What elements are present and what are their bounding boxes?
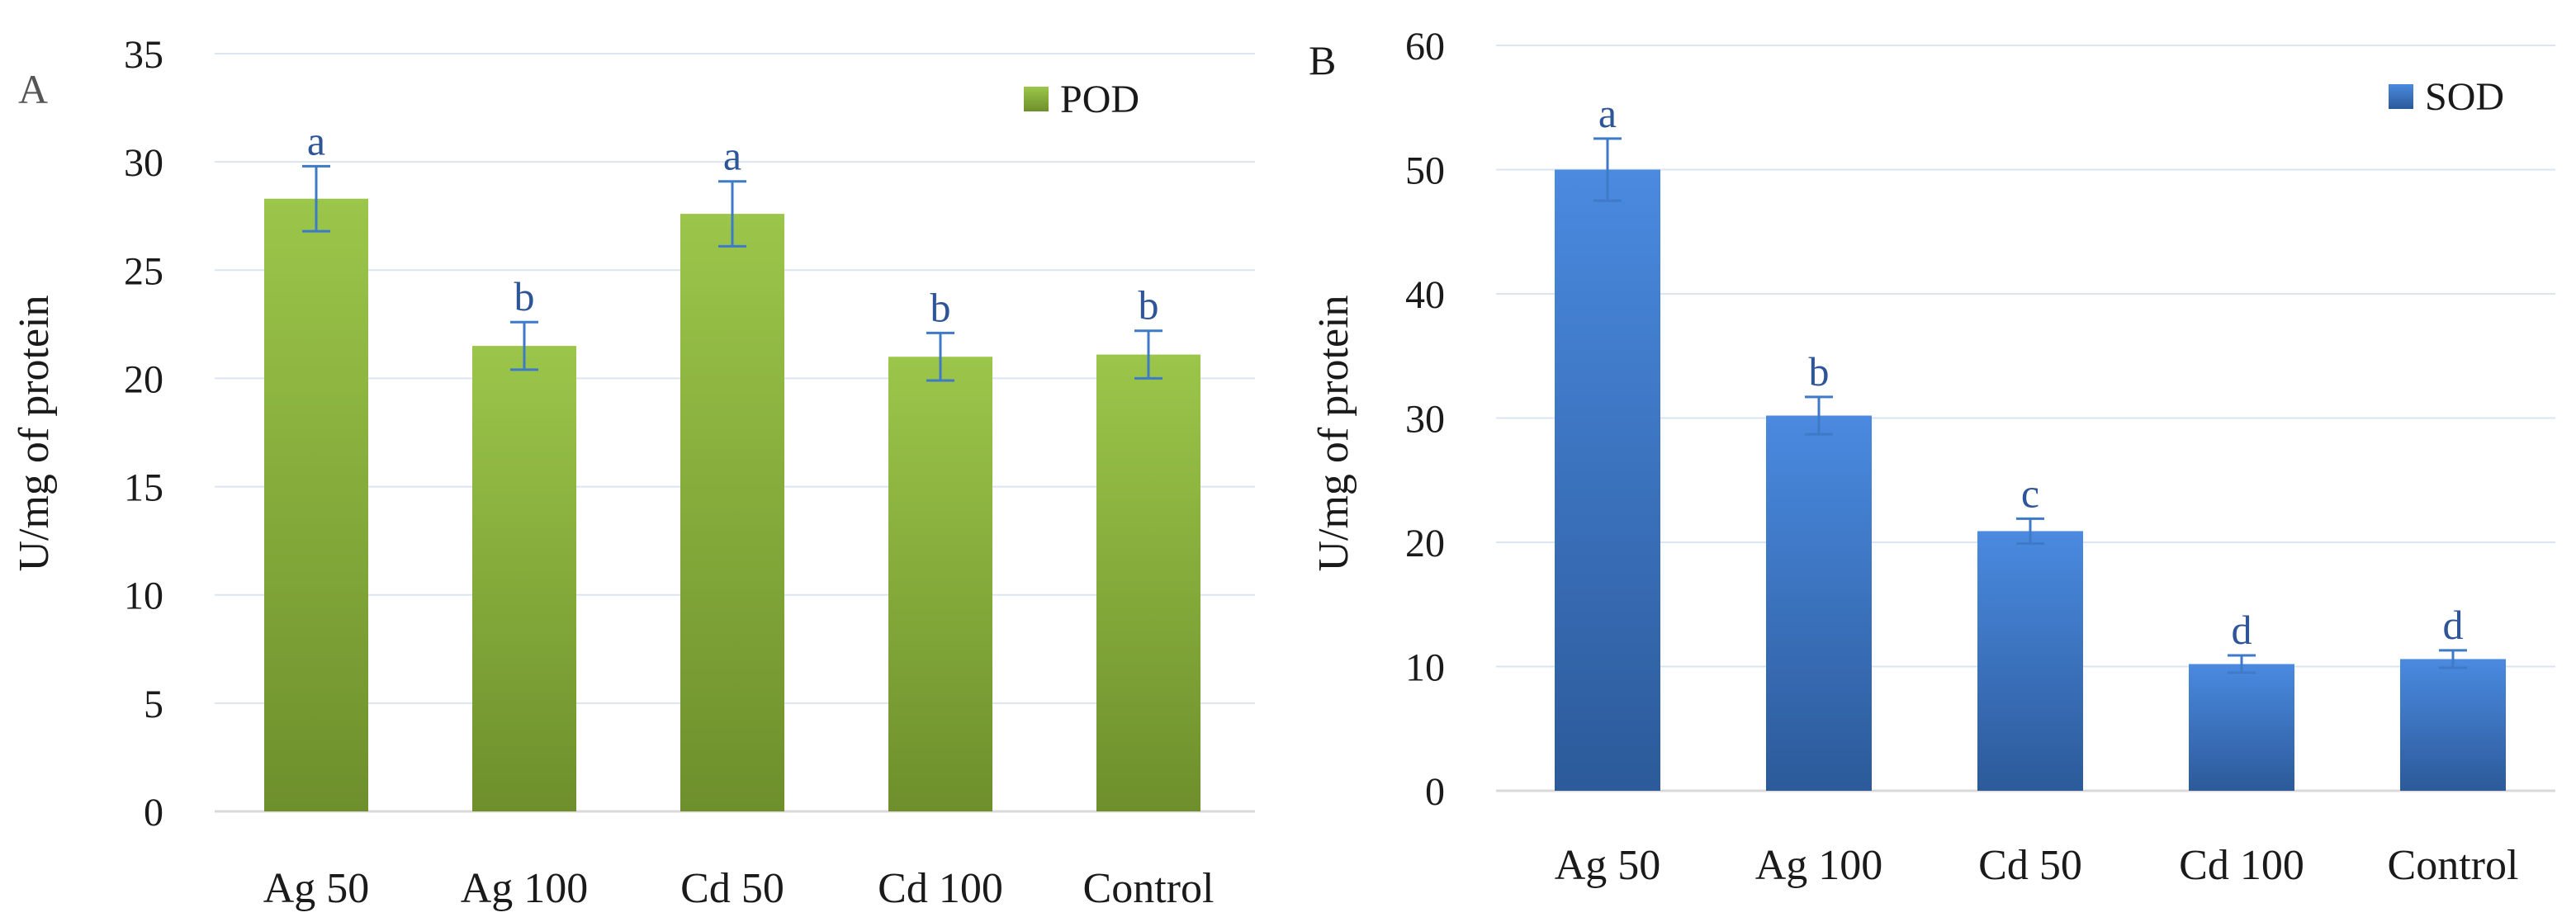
panel-b: 0 10 20 30 40 50 60 B U/mg of protein SOD a Ag … — [1309, 25, 2555, 889]
legend-b: SOD — [2389, 75, 2504, 119]
legend-label-pod: POD — [1060, 78, 1139, 121]
significance-letter: d — [2232, 607, 2252, 653]
y-tick-label: 5 — [144, 683, 163, 726]
y-tick-label: 0 — [144, 791, 163, 835]
legend-swatch-sod — [2389, 84, 2413, 109]
category-label: Cd 50 — [1978, 842, 2082, 889]
y-tick-label: 15 — [124, 466, 163, 510]
y-tick-label: 35 — [124, 33, 163, 77]
significance-letter: a — [723, 133, 741, 179]
error-bar — [2228, 654, 2256, 674]
bar-ag-100 — [1766, 415, 1872, 791]
y-tick-label: 30 — [124, 141, 163, 185]
error-bar — [1805, 395, 1833, 436]
y-tick-label: 20 — [1405, 522, 1445, 565]
panel-label-b: B — [1309, 37, 1336, 83]
y-tick-label: 20 — [124, 357, 163, 401]
category-label: Ag 100 — [461, 865, 589, 912]
panel-label-a: A — [18, 66, 48, 112]
bar-control — [2400, 659, 2506, 791]
significance-letter: a — [307, 117, 325, 163]
bar-ag-50 — [1555, 169, 1660, 791]
error-bar — [1593, 137, 1622, 202]
y-tick-label: 10 — [124, 574, 163, 618]
y-tick-label: 0 — [1425, 770, 1445, 814]
error-bar — [926, 331, 954, 382]
category-label: Ag 100 — [1755, 842, 1883, 889]
bar-control — [1096, 354, 1200, 811]
error-bar — [510, 320, 538, 371]
bar-cd-100 — [888, 357, 992, 811]
panel-a: 0 5 10 15 20 25 30 35 A U/mg of protein POD a Ag… — [11, 33, 1255, 912]
bar-cd-50 — [680, 214, 784, 811]
category-label: Control — [1083, 865, 1215, 912]
bar-ag-50 — [264, 198, 368, 811]
category-label: Cd 100 — [2179, 842, 2304, 889]
y-axis-label-a: U/mg of protein — [11, 295, 58, 571]
bar-cd-100 — [2189, 664, 2294, 791]
category-label: Cd 100 — [878, 865, 1003, 912]
y-tick-label: 30 — [1405, 398, 1445, 442]
category-label: Ag 50 — [1555, 842, 1661, 889]
significance-letter: d — [2443, 602, 2464, 648]
y-tick-label: 10 — [1405, 646, 1445, 690]
y-tick-label: 40 — [1405, 273, 1445, 317]
significance-letter: c — [2021, 470, 2039, 516]
bar-ag-100 — [472, 346, 576, 812]
y-tick-label: 50 — [1405, 149, 1445, 193]
category-label: Control — [2388, 842, 2519, 889]
y-tick-label: 25 — [124, 249, 163, 293]
legend-swatch-pod — [1024, 87, 1049, 111]
legend-a: POD — [1024, 78, 1139, 121]
error-bar — [2016, 517, 2044, 546]
error-bar — [718, 180, 746, 248]
bar-cd-50 — [1977, 531, 2083, 791]
y-axis-label-b: U/mg of protein — [1310, 295, 1357, 571]
significance-letter: b — [1139, 282, 1159, 329]
significance-letter: a — [1598, 90, 1617, 136]
significance-letter: b — [514, 273, 535, 319]
error-bar — [2439, 649, 2467, 669]
category-label: Cd 50 — [680, 865, 784, 912]
significance-letter: b — [1809, 348, 1830, 395]
error-bar — [302, 164, 330, 233]
legend-label-sod: SOD — [2425, 75, 2504, 119]
significance-letter: b — [930, 284, 951, 330]
category-label: Ag 50 — [263, 865, 370, 912]
y-tick-label: 60 — [1405, 25, 1445, 69]
error-bar — [1134, 329, 1163, 380]
